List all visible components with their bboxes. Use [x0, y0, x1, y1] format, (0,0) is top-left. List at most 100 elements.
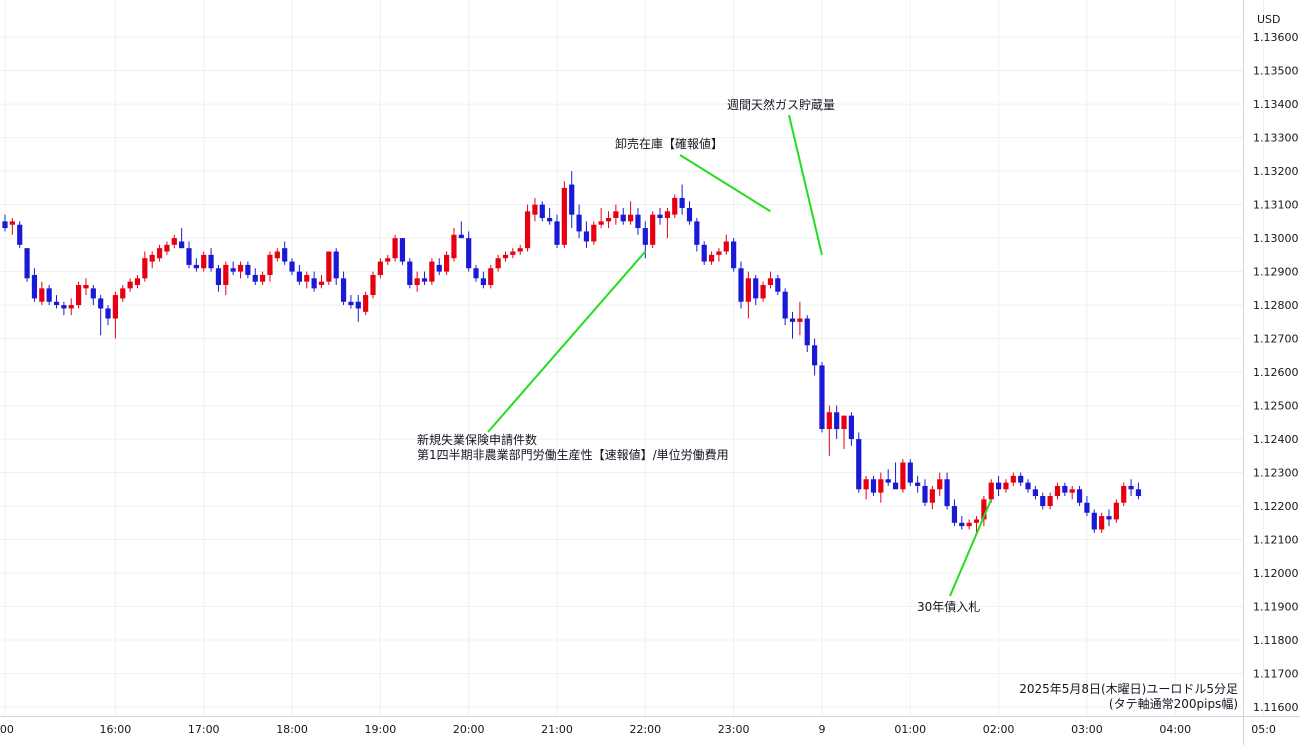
candle-body — [252, 274, 258, 282]
candle — [1128, 479, 1134, 497]
candle — [237, 261, 244, 279]
candle — [723, 234, 729, 255]
time-axis[interactable]: :00 16:00 17:00 18:00 19:00 20:00 21:00 22:00 23… — [0, 723, 1276, 736]
annotation-leader-line — [679, 154, 771, 213]
candle — [31, 268, 38, 302]
candle — [120, 285, 126, 302]
annotation-leader-line — [949, 498, 993, 597]
candle-body — [112, 295, 118, 319]
candle — [179, 228, 185, 249]
y-tick-label: 1.12900 — [1253, 266, 1299, 279]
candle — [105, 305, 111, 326]
candle-body — [708, 254, 715, 262]
candle-body — [539, 204, 545, 219]
candle-body — [458, 234, 464, 239]
plot-background — [0, 0, 1243, 716]
candle-body — [613, 211, 619, 219]
candle — [1047, 492, 1053, 510]
candle-body — [973, 519, 980, 523]
candle-body — [223, 264, 229, 286]
candle — [193, 258, 199, 272]
candle-body — [981, 499, 987, 520]
candle-body — [848, 415, 854, 440]
candle — [348, 295, 354, 309]
x-tick-label: 23:00 — [718, 723, 750, 736]
candle-body — [53, 301, 60, 306]
candle — [17, 221, 23, 249]
candle-body — [31, 274, 38, 299]
candle-body — [547, 218, 553, 222]
candle-body — [193, 264, 199, 269]
y-tick-label: 1.12600 — [1253, 366, 1299, 379]
candle-body — [863, 479, 869, 490]
candle — [620, 207, 626, 225]
candle — [826, 405, 832, 456]
candle-body — [907, 462, 913, 483]
candle-body — [1128, 485, 1134, 490]
candle-body — [951, 506, 958, 523]
candle — [127, 278, 133, 292]
candle-body — [260, 274, 266, 282]
candle — [436, 258, 442, 275]
price-axis[interactable]: 1.13600 1.13500 1.13400 1.13300 1.13200 1.131… — [1253, 31, 1299, 714]
chart-title-line2: (タテ軸通常200pips幅) — [1108, 697, 1238, 711]
candle-body — [399, 238, 406, 262]
candle-body — [149, 254, 155, 262]
candle-body — [701, 244, 707, 262]
candle — [885, 469, 891, 486]
candle-body — [510, 251, 516, 255]
candle-body — [723, 241, 729, 252]
candle — [1135, 482, 1142, 500]
annotation-label: 30年債入札 — [917, 599, 980, 614]
candle-body — [164, 244, 170, 252]
x-tick-label: 22:00 — [629, 723, 661, 736]
y-tick-label: 1.13600 — [1253, 31, 1299, 44]
candle — [517, 244, 523, 255]
candle-body — [1135, 489, 1142, 497]
candle — [605, 211, 612, 229]
candle — [24, 248, 30, 282]
candle — [1113, 499, 1119, 523]
candle-body — [819, 365, 825, 430]
candle-body — [488, 268, 494, 286]
candle-body — [1025, 482, 1031, 490]
candle — [444, 251, 450, 275]
candle — [922, 479, 928, 507]
candle-body — [1054, 485, 1061, 497]
candle-body — [554, 221, 560, 245]
x-tick-label: 02:00 — [983, 723, 1015, 736]
candle — [333, 248, 339, 286]
x-tick-label: 19:00 — [365, 723, 397, 736]
candle — [377, 258, 383, 279]
candle — [156, 244, 163, 262]
candle-body — [605, 218, 612, 222]
candle — [988, 479, 994, 503]
currency-label[interactable]: USD — [1257, 13, 1281, 26]
candle-body — [760, 285, 766, 299]
candle — [76, 281, 82, 309]
candle — [532, 197, 538, 222]
y-tick-label: 1.12800 — [1253, 299, 1299, 312]
candle — [495, 254, 501, 272]
candle — [738, 261, 744, 309]
candle — [112, 291, 118, 339]
candle — [782, 288, 788, 326]
candle-body — [495, 258, 501, 269]
candle — [767, 271, 774, 289]
candle — [1106, 509, 1112, 527]
candle-body — [282, 248, 288, 262]
x-tick-label: 21:00 — [541, 723, 573, 736]
candle — [230, 261, 236, 275]
candle — [414, 271, 420, 292]
candle-body — [9, 221, 15, 225]
candle-body — [922, 485, 928, 503]
x-tick-label: 9 — [818, 723, 825, 736]
candle — [973, 516, 980, 533]
x-tick-label: 20:00 — [453, 723, 485, 736]
candle-body — [230, 268, 236, 272]
candle — [274, 248, 280, 262]
candle — [937, 472, 943, 497]
candle-body — [650, 214, 656, 245]
candle-body — [598, 221, 604, 225]
candle — [260, 271, 266, 286]
